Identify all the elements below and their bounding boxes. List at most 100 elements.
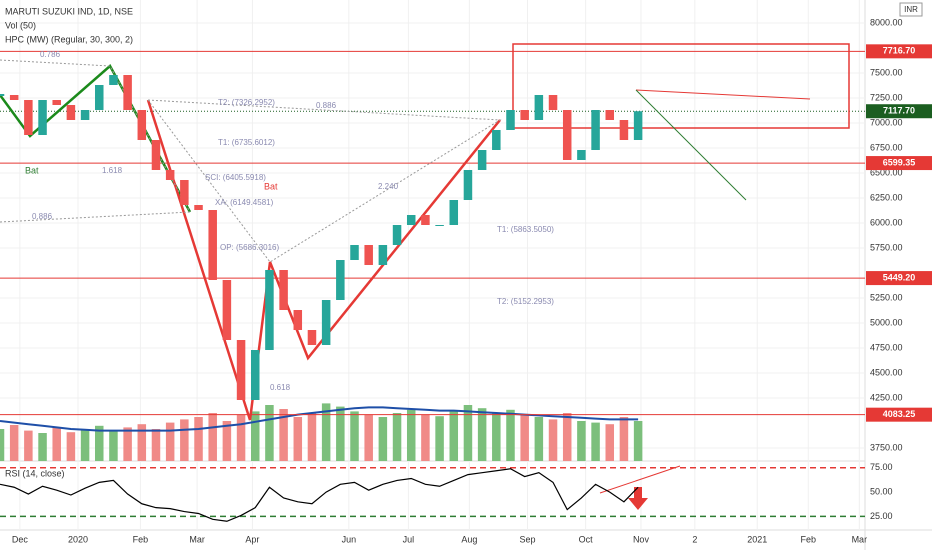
candle: [350, 245, 359, 260]
volume-bar: [95, 425, 104, 461]
candle: [9, 95, 19, 100]
candle: [421, 215, 430, 225]
volume-bar: [293, 417, 303, 461]
annotation: 2.240: [378, 182, 399, 191]
candle: [463, 170, 473, 200]
annotation: T1: (6735.6012): [218, 138, 275, 147]
candle: [109, 75, 118, 85]
volume-bar: [250, 411, 260, 461]
candle: [378, 245, 388, 265]
volume-bar: [435, 416, 444, 461]
volume-bar: [577, 421, 586, 461]
volume-bar: [80, 429, 90, 461]
annotation: T2: (5152.2953): [497, 297, 554, 306]
annotation: 0.886: [316, 101, 337, 110]
y-tick-label: 5750.00: [870, 242, 903, 252]
trend-line: [635, 89, 811, 100]
chart-title: MARUTI SUZUKI IND, 1D, NSE: [5, 6, 133, 16]
volume-bar: [534, 417, 544, 461]
candle: [66, 105, 76, 120]
y-tick-label: 25.00: [870, 511, 893, 521]
candle: [165, 170, 175, 180]
annotation: T1: (5863.5050): [497, 225, 554, 234]
candle: [392, 225, 402, 245]
volume-bar: [591, 422, 600, 461]
trend-line: [635, 89, 747, 201]
volume-bar: [279, 409, 288, 461]
volume-bar: [336, 406, 345, 461]
y-tick-label: 4750.00: [870, 342, 903, 352]
candle: [208, 210, 217, 280]
y-tick-label: 75.00: [870, 462, 893, 472]
volume-bar: [364, 414, 373, 461]
volume-bar: [0, 429, 5, 461]
volume-bar: [520, 414, 529, 461]
volume-bar: [180, 419, 189, 461]
candle: [250, 350, 260, 400]
annotation: 1.618: [102, 166, 123, 175]
volume-bar: [123, 427, 132, 461]
candle: [548, 95, 558, 110]
x-tick-label: Mar: [189, 534, 205, 544]
pattern-guide: [0, 59, 191, 213]
x-tick-label: Sep: [520, 534, 536, 544]
currency-box: [899, 2, 923, 17]
volume-bar: [109, 430, 118, 461]
annotation: XA: (6149.4581): [215, 198, 274, 207]
candle: [364, 245, 373, 265]
volume-bar: [421, 414, 430, 461]
level-tag: [866, 156, 932, 171]
candle: [619, 120, 629, 140]
volume-bar: [9, 425, 19, 461]
annotation: OP: (5686.3016): [220, 243, 279, 252]
y-tick-label: 6250.00: [870, 192, 903, 202]
candle: [236, 340, 246, 400]
annotation: SCI: (6405.5918): [205, 173, 266, 182]
candle: [38, 100, 47, 135]
x-tick-label: Dec: [12, 534, 29, 544]
candle: [222, 280, 232, 340]
x-tick-label: Jul: [403, 534, 415, 544]
annotation: Bat: [264, 181, 278, 191]
annotation: T2: (7326.2952): [218, 98, 275, 107]
volume-bar: [548, 419, 558, 461]
candle: [293, 310, 303, 330]
x-tick-label: 2: [692, 534, 697, 544]
pattern-guide: [147, 99, 502, 263]
candle: [492, 130, 501, 150]
volume-bar: [506, 409, 515, 461]
candle: [80, 110, 90, 120]
volume-bar: [66, 432, 76, 461]
annotation: 0.786: [40, 50, 61, 59]
level-tag: [866, 44, 932, 59]
y-tick-label: 5000.00: [870, 317, 903, 327]
volume-bar: [406, 409, 416, 461]
annotation: Bat: [25, 165, 39, 175]
candle: [406, 215, 416, 225]
volume-bar: [52, 427, 61, 461]
candle: [321, 300, 331, 345]
bat-pattern-red: [146, 99, 501, 421]
level-label: 4083.25: [883, 409, 916, 419]
level-label: 6599.35: [883, 157, 916, 167]
candle: [605, 110, 615, 120]
volume-bar: [633, 421, 643, 461]
volume-bar: [350, 411, 359, 461]
y-tick-label: 8000.00: [870, 17, 903, 27]
volume-bar: [619, 417, 629, 461]
level-tag: [866, 104, 932, 119]
level-tag: [866, 271, 932, 286]
x-tick-label: Apr: [245, 534, 259, 544]
candle: [633, 111, 643, 140]
x-tick-label: Feb: [801, 534, 817, 544]
candle: [520, 110, 529, 120]
candle: [477, 150, 487, 170]
y-tick-label: 4250.00: [870, 392, 903, 402]
level-tag: [866, 407, 932, 422]
volume-bar: [151, 429, 161, 461]
x-tick-label: Mar: [852, 534, 868, 544]
volume-bar: [605, 424, 615, 461]
x-tick-label: Jun: [342, 534, 357, 544]
y-tick-label: 7000.00: [870, 117, 903, 127]
